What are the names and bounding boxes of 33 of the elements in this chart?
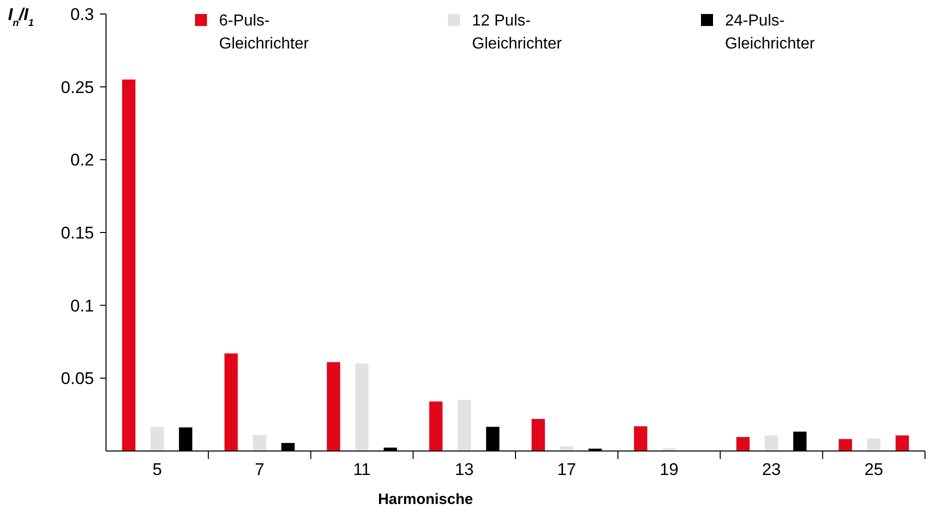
x-tick-label: 13 bbox=[454, 460, 474, 479]
y-tick-label: 0.1 bbox=[70, 296, 94, 316]
legend-label: 6-Puls-Gleichrichter bbox=[219, 12, 310, 53]
legend-label: 24-Puls-Gleichrichter bbox=[725, 12, 816, 53]
bar bbox=[736, 437, 750, 451]
x-axis-title: Harmonische bbox=[378, 491, 474, 508]
y-tick-label: 0.05 bbox=[60, 369, 94, 388]
bar bbox=[458, 400, 471, 451]
bar bbox=[122, 80, 136, 451]
x-tick-label: 23 bbox=[762, 460, 781, 479]
x-tick-label: 7 bbox=[254, 460, 264, 479]
bar bbox=[867, 438, 880, 451]
legend-label: 12 Puls-Gleichrichter bbox=[472, 12, 562, 53]
x-tick-label: 17 bbox=[557, 460, 576, 479]
bar bbox=[532, 418, 545, 451]
x-tick-label: 25 bbox=[864, 460, 884, 479]
x-tick-label: 11 bbox=[353, 460, 371, 479]
bar bbox=[355, 364, 369, 451]
bar bbox=[150, 426, 164, 451]
y-tick-label: 0.3 bbox=[70, 4, 94, 24]
bar bbox=[764, 435, 778, 451]
bar bbox=[252, 434, 266, 451]
y-axis-title: I$_{n}$/I$_{1}$ bbox=[8, 5, 34, 28]
y-tick-label: 0.25 bbox=[60, 78, 94, 97]
y-tick-label: 0.2 bbox=[70, 150, 94, 170]
bar bbox=[224, 353, 238, 451]
x-tick-label: 5 bbox=[152, 460, 162, 479]
y-tick-label: 0.15 bbox=[60, 223, 94, 242]
bar bbox=[634, 426, 648, 451]
bar bbox=[429, 401, 443, 451]
x-tick-label: 19 bbox=[660, 460, 679, 479]
bar bbox=[326, 362, 340, 451]
bar bbox=[838, 439, 852, 451]
